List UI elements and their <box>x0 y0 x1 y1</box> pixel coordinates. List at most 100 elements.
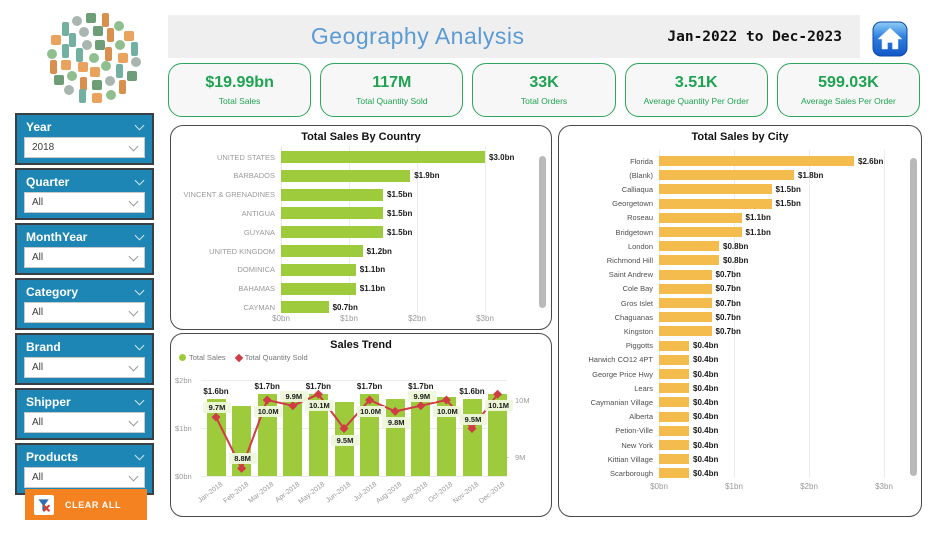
bar-value-label: $0.4bn <box>693 355 719 365</box>
logo-glyph <box>91 92 102 103</box>
category-label: UNITED STATES <box>216 152 275 162</box>
chevron-down-icon[interactable] <box>134 285 145 296</box>
bar[interactable] <box>659 156 854 166</box>
category-dropdown[interactable]: All <box>24 302 145 323</box>
bar[interactable] <box>281 226 383 239</box>
bar[interactable] <box>659 454 689 465</box>
bar[interactable] <box>659 354 689 365</box>
point-value-label: 9.8M <box>382 417 411 429</box>
bar[interactable] <box>659 369 689 379</box>
category-label: Bridgetown <box>615 227 653 237</box>
y-axis-tick: $1bn <box>175 424 192 433</box>
bar[interactable] <box>283 396 303 476</box>
bar[interactable] <box>659 340 689 351</box>
point-value-label: 9.9M <box>407 390 436 402</box>
chevron-down-icon[interactable] <box>134 120 145 131</box>
bar[interactable] <box>281 263 356 276</box>
filter-card-quarter: Quarter All <box>15 168 154 220</box>
chevron-down-icon[interactable] <box>134 340 145 351</box>
filter-selected-value: 2018 <box>32 142 55 153</box>
logo-glyph <box>51 35 62 46</box>
bar[interactable] <box>659 298 712 308</box>
bar[interactable] <box>281 245 363 257</box>
bar[interactable] <box>659 283 712 294</box>
vertical-scrollbar[interactable] <box>910 158 917 476</box>
secondary-y-axis-tick: 9M <box>515 453 526 462</box>
category-label: DOMINICA <box>237 265 276 275</box>
y-axis-tick: $2bn <box>175 376 192 385</box>
kpi-card-2: 33K Total Orders <box>472 63 616 117</box>
gridline <box>201 476 507 477</box>
logo-glyph <box>80 76 88 91</box>
bar[interactable] <box>281 151 485 163</box>
bar[interactable] <box>659 326 712 337</box>
gridline <box>485 146 486 312</box>
chevron-down-icon[interactable] <box>134 175 145 186</box>
filter-label: Products <box>26 450 79 464</box>
bar[interactable] <box>659 411 689 422</box>
bar[interactable] <box>659 184 772 195</box>
filter-label: Brand <box>26 340 61 354</box>
bar[interactable] <box>659 383 689 394</box>
chevron-down-icon[interactable] <box>134 450 145 461</box>
bar[interactable] <box>659 440 689 450</box>
kpi-value: 599.03K <box>818 74 879 91</box>
category-label: Kittian Village <box>607 454 653 464</box>
bar[interactable] <box>281 188 383 201</box>
bar-value-label: $0.7bn <box>715 270 741 280</box>
bar[interactable] <box>659 241 719 252</box>
bar[interactable] <box>659 198 772 209</box>
bar[interactable] <box>281 301 329 314</box>
bar-value-label: $0.8bn <box>723 241 749 251</box>
bar[interactable] <box>462 399 482 476</box>
kpi-value: 33K <box>529 74 559 91</box>
bar[interactable] <box>411 394 431 476</box>
vertical-scrollbar[interactable] <box>539 156 546 308</box>
home-button[interactable] <box>872 21 908 57</box>
bar[interactable] <box>281 169 411 182</box>
kpi-row: $19.99bn Total Sales 117M Total Quantity… <box>168 63 921 117</box>
clear-all-button[interactable]: CLEAR ALL <box>25 489 147 520</box>
bar[interactable] <box>659 227 742 237</box>
chevron-down-icon[interactable] <box>134 230 145 241</box>
bar[interactable] <box>659 425 689 436</box>
x-axis-tick: $2bn <box>408 314 426 323</box>
monthyear-dropdown[interactable]: All <box>24 247 145 268</box>
point-value-label: 9.7M <box>203 402 231 414</box>
bar[interactable] <box>659 312 712 323</box>
bar-value-label: $0.4bn <box>693 397 719 407</box>
products-dropdown[interactable]: All <box>24 467 145 488</box>
bar-value-label: $1.7bn <box>305 382 332 392</box>
year-dropdown[interactable]: 2018 <box>24 137 145 158</box>
bar[interactable] <box>659 468 689 479</box>
category-label: Chaguanas <box>614 312 653 322</box>
bar[interactable] <box>281 282 356 295</box>
category-label: Piggotts <box>625 341 653 351</box>
kpi-label: Total Sales <box>218 96 261 106</box>
brand-dropdown[interactable]: All <box>24 357 145 378</box>
chevron-down-icon[interactable] <box>134 395 145 406</box>
bar[interactable] <box>659 397 689 408</box>
category-label: Lears <box>634 383 653 393</box>
kpi-value: $19.99bn <box>205 74 274 91</box>
logo-glyph <box>119 79 127 94</box>
logo-glyph <box>105 75 116 86</box>
logo-glyph <box>47 48 58 59</box>
shipper-dropdown[interactable]: All <box>24 412 145 433</box>
chevron-down-icon <box>128 306 139 316</box>
bar[interactable] <box>659 269 712 280</box>
bar-value-label: $1.7bn <box>254 382 280 392</box>
gridline <box>734 150 735 478</box>
bar[interactable] <box>281 207 383 220</box>
bar[interactable] <box>659 212 742 223</box>
bar[interactable] <box>659 255 719 266</box>
quarter-dropdown[interactable]: All <box>24 192 145 213</box>
category-label: Roseau <box>627 213 653 223</box>
bar[interactable] <box>659 170 794 181</box>
home-icon <box>872 21 908 57</box>
bar[interactable] <box>232 406 252 476</box>
point-value-label: 10.1M <box>305 400 334 412</box>
bar[interactable] <box>385 399 405 476</box>
category-label: Georgetown <box>612 199 653 209</box>
